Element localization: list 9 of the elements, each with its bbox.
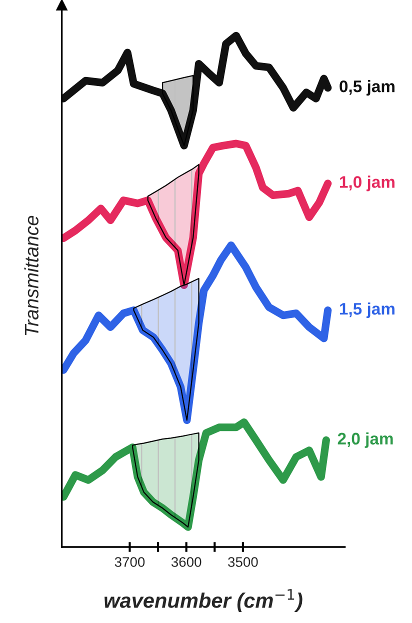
y-axis-title: Transmittance (24, 216, 39, 336)
x-tick-label: 3600 (171, 557, 202, 567)
series-label: 1,0 jam (340, 176, 394, 192)
series-label: 1,5 jam (340, 302, 394, 318)
series-label: 0,5 jam (340, 80, 394, 96)
x-tick-label: 3700 (114, 557, 145, 567)
series-label: 2,0 jam (338, 432, 393, 448)
x-axis-title: wavenumber (cm$^{−1}$) (104, 589, 302, 612)
x-tick-label: 3500 (228, 557, 258, 567)
